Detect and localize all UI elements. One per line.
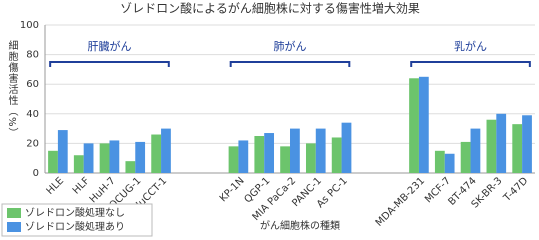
chart-title: ゾレドロン酸によるがん細胞株に対する傷害性増大効果	[120, 1, 420, 16]
legend-box	[1, 203, 153, 237]
bar	[460, 141, 471, 173]
group-label: 肝臓がん	[87, 39, 131, 53]
bar	[254, 136, 265, 173]
bar	[418, 76, 429, 173]
x-tick-label: HLE	[45, 175, 67, 197]
bar	[228, 146, 239, 173]
bar	[496, 113, 507, 173]
bar	[409, 78, 419, 173]
y-tick-label: 40	[26, 109, 39, 120]
bar	[151, 134, 162, 173]
bar	[315, 128, 326, 173]
bar	[486, 119, 497, 173]
x-axis-label: がん細胞株の種類	[260, 219, 340, 232]
group-bracket	[49, 61, 170, 67]
bar	[238, 140, 249, 173]
x-tick-label: KP-1N	[218, 175, 247, 204]
bar	[341, 122, 352, 173]
y-tick-label: 80	[26, 50, 39, 61]
bar	[305, 143, 316, 173]
legend-label: ゾレドロン酸処理あり	[25, 220, 125, 233]
x-tick-label: HLF	[71, 175, 92, 196]
y-tick-label: 20	[26, 138, 39, 149]
bar	[470, 128, 481, 173]
bar	[125, 161, 136, 173]
bar	[83, 143, 94, 173]
bar	[280, 146, 290, 173]
y-tick-label: 0	[33, 168, 39, 179]
y-tick-label: 60	[26, 79, 39, 90]
bar	[57, 130, 68, 173]
bar	[99, 143, 110, 173]
legend-swatch	[7, 222, 21, 232]
group-label: 乳がん	[454, 39, 487, 53]
legend-swatch	[7, 208, 21, 218]
y-axis-label: 細胞傷害活性（%）	[6, 39, 18, 139]
bar	[135, 141, 146, 173]
bar	[331, 137, 342, 173]
bar	[264, 133, 275, 173]
bar	[434, 150, 445, 173]
bar	[73, 155, 84, 173]
legend-label: ゾレドロン酸処理なし	[25, 206, 125, 219]
bar	[522, 115, 532, 173]
bar	[48, 150, 58, 173]
bar	[512, 124, 523, 173]
group-bracket	[410, 61, 531, 67]
bar	[290, 128, 300, 173]
y-tick-label: 100	[20, 20, 39, 31]
group-bracket	[229, 61, 351, 67]
group-label: 肺がん	[274, 39, 307, 53]
x-tick-label: MDA-MB-231	[374, 175, 427, 228]
bar	[444, 153, 455, 173]
bar	[161, 128, 171, 173]
bar	[109, 140, 120, 173]
x-tick-label: T-47D	[501, 175, 530, 204]
